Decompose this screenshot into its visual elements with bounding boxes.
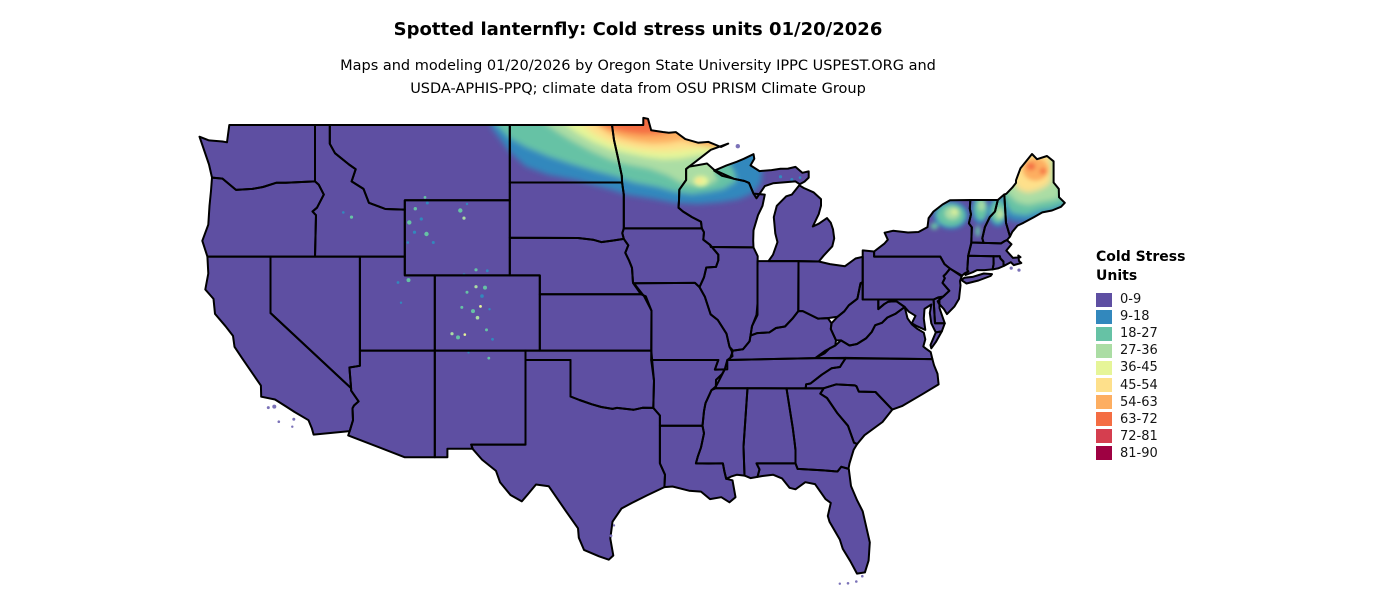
legend-item: 63-72 <box>1096 411 1226 428</box>
legend-title-line-1: Cold Stress <box>1096 249 1186 265</box>
legend-title: Cold Stress Units <box>1096 248 1226 286</box>
legend-swatch <box>1096 309 1112 324</box>
legend-label: 9-18 <box>1120 309 1150 325</box>
legend-item: 72-81 <box>1096 428 1226 445</box>
state-fl <box>755 462 871 575</box>
legend-swatch <box>1096 292 1112 307</box>
state-nj <box>936 267 963 316</box>
legend-item: 9-18 <box>1096 308 1226 325</box>
state-md <box>877 298 946 334</box>
figure-title: Spotted lanternfly: Cold stress units 01… <box>393 19 883 40</box>
state-az <box>347 349 436 459</box>
legend-item: 54-63 <box>1096 394 1226 411</box>
legend-item: 45-54 <box>1096 376 1226 393</box>
legend-item: 0-9 <box>1096 291 1226 308</box>
state-tx <box>470 359 666 561</box>
legend-label: 36-45 <box>1120 360 1158 376</box>
legend: Cold Stress Units 0-9 9-18 18-27 27-36 36-45… <box>1096 248 1226 462</box>
legend-label: 0-9 <box>1120 292 1142 308</box>
legend-label: 27-36 <box>1120 343 1158 359</box>
legend-swatch <box>1096 429 1112 444</box>
legend-items: 0-9 9-18 18-27 27-36 36-45 45-54 54-63 63-72 72-… <box>1096 291 1226 462</box>
legend-swatch <box>1096 326 1112 341</box>
subtitle-line-1: Maps and modeling 01/20/2026 by Oregon S… <box>340 58 936 74</box>
legend-label: 72-81 <box>1120 428 1158 444</box>
state-borders <box>198 116 1066 575</box>
figure-subtitle: Maps and modeling 01/20/2026 by Oregon S… <box>0 55 1276 101</box>
legend-swatch <box>1096 446 1112 461</box>
legend-label: 81-90 <box>1120 445 1158 461</box>
legend-swatch <box>1096 412 1112 427</box>
state-wi <box>677 162 766 249</box>
offshore-islands <box>266 144 1021 585</box>
subtitle-line-2: USDA-APHIS-PPQ; climate data from OSU PR… <box>410 81 866 97</box>
state-nc <box>804 356 940 411</box>
state-mi <box>713 153 836 263</box>
legend-item: 36-45 <box>1096 359 1226 376</box>
legend-item: 27-36 <box>1096 342 1226 359</box>
state-ky <box>728 310 837 361</box>
state-me <box>1003 153 1066 238</box>
legend-swatch <box>1096 343 1112 358</box>
legend-label: 63-72 <box>1120 411 1158 427</box>
legend-swatch <box>1096 378 1112 393</box>
legend-item: 18-27 <box>1096 325 1226 342</box>
legend-item: 81-90 <box>1096 445 1226 462</box>
legend-swatch <box>1096 360 1112 375</box>
legend-label: 18-27 <box>1120 326 1158 342</box>
legend-title-line-2: Units <box>1096 268 1138 284</box>
legend-label: 54-63 <box>1120 394 1158 410</box>
legend-swatch <box>1096 395 1112 410</box>
legend-label: 45-54 <box>1120 377 1158 393</box>
